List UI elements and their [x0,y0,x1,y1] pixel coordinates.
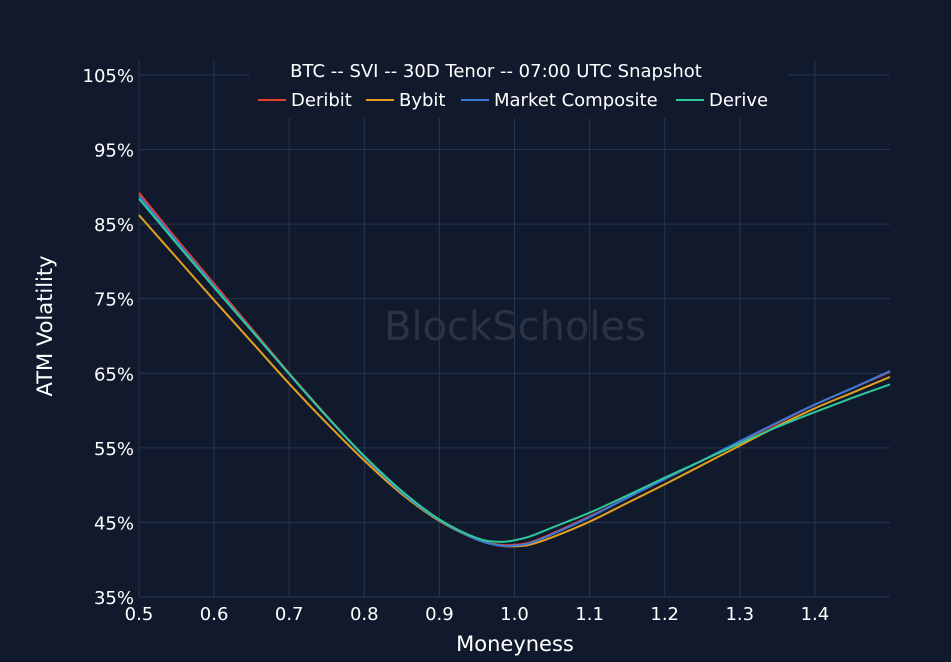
legend-item-bybit[interactable]: Bybit [366,90,446,111]
x-tick-label: 0.8 [350,604,379,625]
y-tick-label: 105% [83,66,134,87]
x-tick-label: 0.5 [125,604,154,625]
x-axis-title: Moneyness [456,632,574,656]
series-line-derive [138,198,891,543]
y-tick-label: 65% [94,364,134,385]
y-tick-label: 85% [94,215,134,236]
legend-background [250,56,788,118]
chart-title: BTC -- SVI -- 30D Tenor -- 07:00 UTC Sna… [290,61,702,82]
legend-label: Derive [709,90,768,111]
series-layer [138,192,891,548]
y-tick-label: 75% [94,290,134,311]
y-tick-label: 95% [94,141,134,162]
y-tick-label: 45% [94,513,134,534]
y-tick-label: 35% [94,588,134,609]
x-tick-label: 1.0 [500,604,529,625]
x-axis-ticks: 0.5 0.6 0.7 0.8 0.9 1.0 1.1 1.2 1.3 1.4 [125,604,830,625]
legend-item-deribit[interactable]: Deribit [258,90,352,111]
x-tick-label: 0.7 [275,604,304,625]
y-axis-ticks: 35% 45% 55% 65% 75% 85% 95% 105% [83,66,134,609]
legend: Deribit Bybit Market Composite Derive [258,90,768,111]
legend-label: Bybit [399,90,446,111]
legend-item-derive[interactable]: Derive [676,90,768,111]
x-tick-label: 0.6 [200,604,229,625]
y-axis-title: ATM Volatility [33,255,57,396]
x-tick-label: 1.3 [725,604,754,625]
x-tick-label: 1.2 [650,604,679,625]
y-tick-label: 55% [94,439,134,460]
legend-label: Deribit [291,90,352,111]
grid-lines [138,60,890,598]
legend-item-market-composite[interactable]: Market Composite [461,90,658,111]
x-tick-label: 0.9 [425,604,454,625]
x-tick-label: 1.4 [801,604,830,625]
x-tick-label: 1.1 [575,604,604,625]
legend-label: Market Composite [494,90,658,111]
watermark-text: BlockScholes [384,304,646,350]
